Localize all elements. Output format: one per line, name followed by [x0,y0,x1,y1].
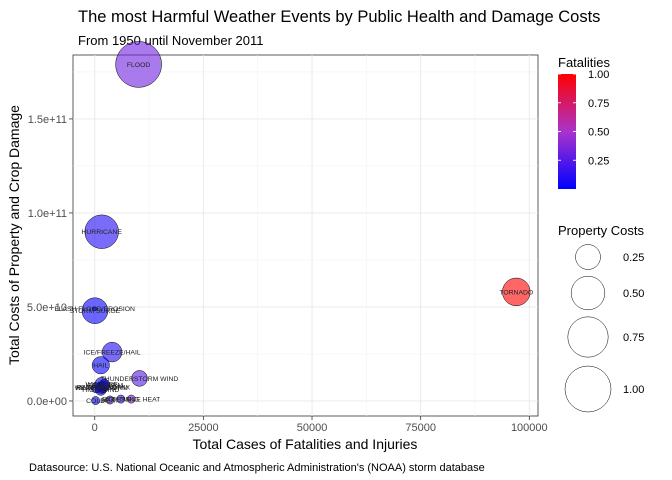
point-label: STORM SURGE [70,308,121,315]
point-label: COLD [86,398,105,405]
point-hurricane [84,214,119,249]
size-legend-label: 0.25 [623,252,644,264]
point-label: EXCESSIVE HEAT [102,396,160,403]
point-label: TORNADO [499,289,533,296]
point-ice-freeze-hail [102,341,123,363]
point-label: LIGHTNING [102,396,139,403]
point-label: ICE STORM [85,382,123,389]
size-legend-label: 0.50 [623,288,644,300]
size-legend-circle [570,275,606,311]
x-axis: 0 25000 50000 75000 100000 [92,416,548,434]
chart-caption: Datasource: U.S. National Oceanic and At… [29,462,485,474]
plot-panel [72,54,539,417]
y-axis: 0.0e+00 5.0e+10 1.0e+11 1.5e+11 [27,114,73,408]
grid-lines [73,55,538,416]
x-axis-title: Total Cases of Fatalities and Injuries [193,436,418,452]
size-legend-circle [564,365,612,413]
size-legend-title: Property Costs [558,223,644,238]
point-label: RAIN/SNOW/MIX [77,384,131,391]
point-excessive-heat [126,394,136,404]
point-label: WINTER STORM [75,385,128,392]
color-legend: Fatalities 0.25 0.50 0.75 1.00 [558,55,611,189]
point-label: HIGH WIND [82,387,119,394]
x-tick-label: 25000 [188,422,219,434]
size-legend-label: 0.75 [623,332,644,344]
data-points [81,41,531,405]
color-legend-label: 0.25 [588,155,609,167]
size-legend-label: 1.00 [623,384,644,396]
x-tick-label: 100000 [511,422,548,434]
point-lightning [116,394,126,404]
size-legend: Property Costs 0.25 0.50 0.75 1.00 [558,223,644,413]
chart-subtitle: From 1950 until November 2011 [78,33,263,48]
point-label: ICE/FREEZE/HAIL [84,349,141,356]
y-tick-label: 0.0e+00 [27,396,67,408]
point-cold [91,396,100,405]
point-label: HEAVY RAIN [76,385,117,392]
size-legend-circle [567,316,609,358]
y-axis-title: Total Costs of Property and Crop Damage [6,105,22,365]
x-tick-label: 0 [92,422,98,434]
y-tick-label: 1.0e+11 [28,208,67,220]
point-heavy-rain [90,382,102,394]
point-label: WILDFIRE [85,381,118,388]
point-label: HURRICANE [81,229,122,236]
point-hail [91,356,110,375]
point-label: HAIL [93,363,108,370]
y-tick-label: 5.0e+10 [27,302,67,314]
color-legend-bar [558,74,576,189]
x-tick-label: 75000 [405,422,436,434]
point-label: FLASH FLOOD/EROSION [55,306,136,313]
y-tick-label: 1.5e+11 [28,114,67,126]
point-heat [105,395,115,405]
point-label: FLOOD [127,62,151,69]
point-label: HEAT [101,397,119,404]
chart-title: The most Harmful Weather Events by Publi… [78,8,600,26]
color-legend-label: 1.00 [588,69,609,81]
x-tick-label: 50000 [297,422,328,434]
point-flash-flood-erosion [92,306,97,312]
color-legend-label: 0.75 [588,98,609,110]
point-thunderstorm-wind [131,370,148,387]
point-flood [115,41,162,88]
color-legend-label: 0.50 [588,127,609,139]
size-legend-circle [575,244,601,270]
point-label: THUNDERSTORM WIND [101,376,179,383]
point-tornado [502,277,531,307]
color-legend-title: Fatalities [558,55,611,70]
